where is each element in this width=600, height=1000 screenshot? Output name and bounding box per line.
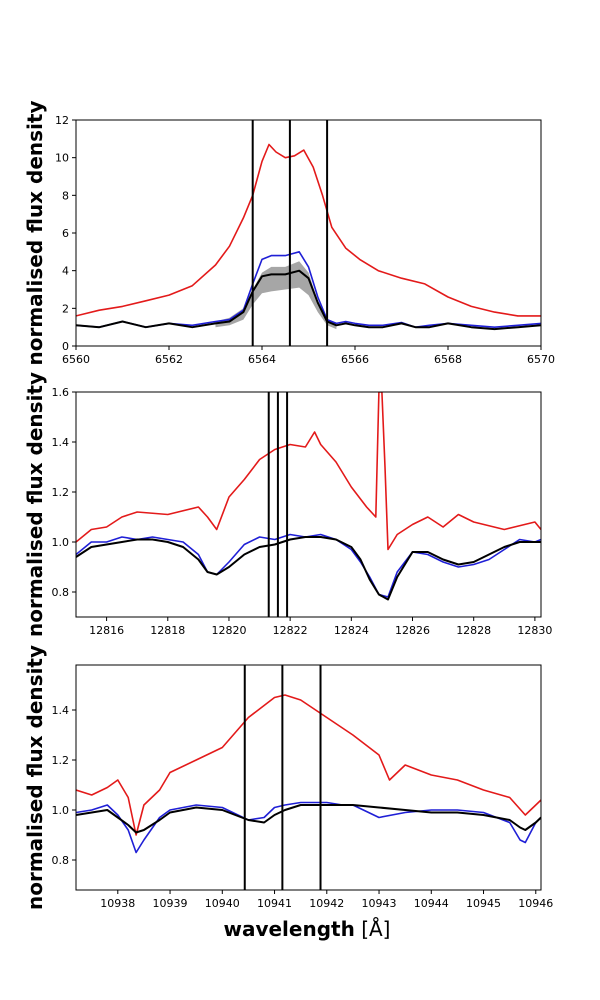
x-tick-label: 10942 bbox=[309, 897, 344, 910]
x-tick-label: 6568 bbox=[434, 353, 462, 366]
x-axis-label: wavelength [Å] bbox=[223, 917, 390, 941]
x-tick-label: 10945 bbox=[466, 897, 501, 910]
series-blue bbox=[76, 801, 541, 854]
x-tick-label: 6560 bbox=[62, 353, 90, 366]
x-tick-label: 10946 bbox=[518, 897, 553, 910]
series-gray-band bbox=[215, 261, 337, 330]
y-axis-label: normalised flux density bbox=[23, 645, 47, 910]
series-blue bbox=[76, 251, 541, 328]
axes-frame bbox=[75, 664, 542, 891]
y-axis-label: normalised flux density bbox=[23, 100, 47, 365]
x-tick-label: 12820 bbox=[211, 624, 246, 637]
panel-12822: 12816 12818 12820 12822 12824 12826 12828 12830… bbox=[23, 372, 552, 637]
series-red bbox=[76, 392, 541, 551]
y-tick-label: 10 bbox=[55, 152, 69, 165]
panel-10941: 10938 10939 10940 10941 10942 10943 10944 10945… bbox=[23, 645, 553, 910]
x-tick-label: 10944 bbox=[414, 897, 449, 910]
x-tick-label: 10943 bbox=[362, 897, 397, 910]
panel-h-alpha: 6560 6562 6564 6566 6568 6570 0 2 4 6 8 10 12 normali… bbox=[23, 100, 555, 366]
x-tick-label: 10940 bbox=[205, 897, 240, 910]
y-axis-label: normalised flux density bbox=[23, 372, 47, 637]
y-tick-label: 0 bbox=[62, 340, 69, 353]
y-tick-label: 1.4 bbox=[52, 704, 70, 717]
axes-frame bbox=[75, 119, 542, 347]
y-tick-label: 8 bbox=[62, 189, 69, 202]
x-tick-label: 12822 bbox=[273, 624, 308, 637]
series-red bbox=[76, 143, 541, 317]
x-tick-label: 6564 bbox=[248, 353, 276, 366]
axes-frame bbox=[75, 391, 542, 618]
x-tick-label: 10941 bbox=[257, 897, 292, 910]
series-blue bbox=[76, 533, 541, 598]
x-tick-label: 10938 bbox=[100, 897, 135, 910]
x-tick-label: 12828 bbox=[456, 624, 491, 637]
x-tick-label: 12824 bbox=[334, 624, 369, 637]
x-axis-label-bold: wavelength bbox=[223, 917, 354, 941]
y-tick-label: 4 bbox=[62, 265, 69, 278]
x-tick-label: 12826 bbox=[395, 624, 430, 637]
y-tick-label: 6 bbox=[62, 227, 69, 240]
plot-area bbox=[76, 120, 541, 346]
x-tick-label: 12830 bbox=[517, 624, 552, 637]
plot-area bbox=[76, 665, 541, 890]
series-black bbox=[76, 536, 541, 601]
y-tick-label: 2 bbox=[62, 302, 69, 315]
x-tick-label: 12816 bbox=[89, 624, 124, 637]
x-axis-label-unit: [Å] bbox=[355, 917, 391, 941]
plot-area bbox=[76, 392, 541, 617]
y-tick-label: 0.8 bbox=[52, 586, 70, 599]
x-tick-label: 6562 bbox=[155, 353, 183, 366]
y-tick-label: 1.0 bbox=[52, 804, 70, 817]
series-red bbox=[76, 694, 541, 836]
x-tick-label: 10939 bbox=[153, 897, 188, 910]
x-tick-label: 6566 bbox=[341, 353, 369, 366]
series-black bbox=[76, 269, 541, 331]
y-tick-label: 1.2 bbox=[52, 754, 70, 767]
y-tick-label: 1.4 bbox=[52, 436, 70, 449]
x-tick-label: 6570 bbox=[527, 353, 555, 366]
y-tick-label: 0.8 bbox=[52, 854, 70, 867]
y-tick-label: 1.2 bbox=[52, 486, 70, 499]
y-tick-label: 1.0 bbox=[52, 536, 70, 549]
y-tick-label: 12 bbox=[55, 114, 69, 127]
x-tick-label: 12818 bbox=[150, 624, 185, 637]
y-tick-label: 1.6 bbox=[52, 386, 70, 399]
series-black bbox=[76, 804, 541, 834]
